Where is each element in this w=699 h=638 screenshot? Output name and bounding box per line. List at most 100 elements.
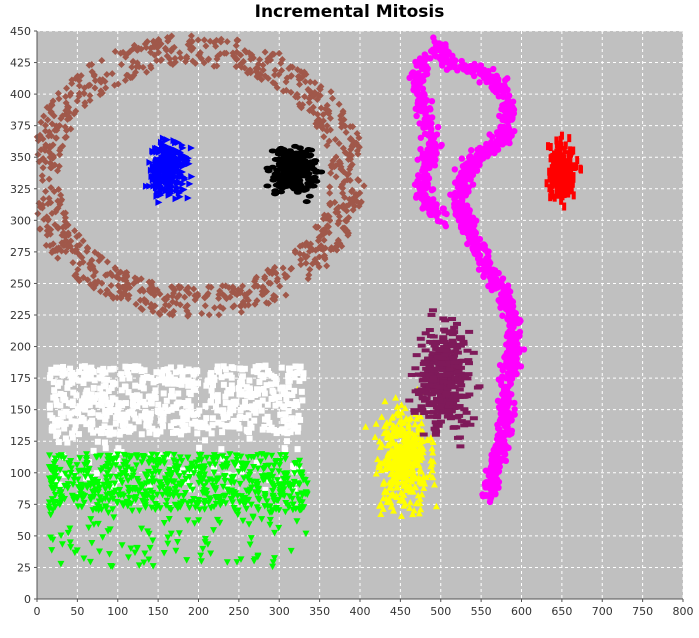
data-point <box>389 451 397 459</box>
data-point <box>176 378 183 385</box>
data-point <box>141 471 149 478</box>
data-point <box>273 277 281 285</box>
chart-title: Incremental Mitosis <box>254 2 445 22</box>
data-point <box>93 453 101 460</box>
data-point <box>410 408 419 413</box>
data-point <box>236 302 244 310</box>
data-point <box>502 361 509 368</box>
data-point <box>497 419 504 426</box>
data-point <box>415 509 423 517</box>
data-point <box>275 468 283 475</box>
data-point <box>134 395 141 402</box>
data-point <box>63 84 71 92</box>
data-point <box>310 109 318 117</box>
data-point <box>172 154 180 162</box>
data-point <box>417 405 426 410</box>
data-point <box>174 429 181 436</box>
data-point <box>287 72 295 80</box>
data-point <box>464 230 471 237</box>
data-point <box>175 473 183 480</box>
data-point <box>439 335 448 340</box>
data-point <box>273 430 280 437</box>
data-point <box>131 549 139 557</box>
data-point <box>501 107 508 114</box>
data-point <box>148 400 155 407</box>
data-point <box>323 122 331 130</box>
data-point <box>458 64 465 71</box>
data-point <box>146 182 154 190</box>
data-point <box>259 283 267 291</box>
data-point <box>143 68 151 76</box>
data-point <box>235 468 243 476</box>
data-point <box>414 392 423 397</box>
data-point <box>53 365 60 372</box>
data-point <box>121 76 129 84</box>
data-point <box>137 45 145 53</box>
data-point <box>213 516 221 524</box>
data-point <box>499 438 506 445</box>
data-point <box>66 525 74 533</box>
data-point <box>183 302 191 310</box>
data-point <box>448 316 457 321</box>
data-point <box>88 540 96 547</box>
data-point <box>114 451 122 458</box>
data-point <box>75 410 82 417</box>
data-point <box>480 241 487 248</box>
data-point <box>236 425 243 432</box>
data-point <box>187 46 195 54</box>
data-point <box>56 379 63 386</box>
data-point <box>452 425 461 430</box>
data-point <box>202 487 210 495</box>
data-point <box>167 374 174 381</box>
data-point <box>163 156 171 164</box>
data-point <box>387 498 395 506</box>
data-point <box>435 405 444 410</box>
data-point <box>202 42 210 50</box>
data-point <box>153 491 161 499</box>
data-point <box>172 195 180 203</box>
data-point <box>74 476 82 484</box>
data-point <box>339 107 347 115</box>
data-point <box>520 346 528 353</box>
data-point <box>102 410 109 417</box>
data-point <box>61 217 69 225</box>
data-point <box>39 195 47 203</box>
data-point <box>91 248 99 256</box>
data-point <box>157 428 164 435</box>
data-point <box>374 455 382 463</box>
data-point <box>172 547 180 555</box>
data-point <box>292 363 299 370</box>
data-point <box>97 385 104 392</box>
data-point <box>287 429 294 436</box>
data-point <box>65 112 73 120</box>
data-point <box>138 525 146 533</box>
data-point <box>64 485 72 492</box>
data-point <box>110 514 118 521</box>
data-point <box>420 390 429 395</box>
data-point <box>122 427 129 434</box>
data-point <box>341 122 349 130</box>
data-point <box>412 483 420 491</box>
data-point <box>406 498 414 506</box>
data-point <box>218 446 225 453</box>
data-point <box>137 366 144 373</box>
data-point <box>320 211 328 219</box>
data-point <box>185 289 193 297</box>
data-point <box>229 499 237 506</box>
data-point <box>163 295 171 303</box>
data-point <box>266 503 274 510</box>
data-point <box>387 502 395 510</box>
data-point <box>246 469 254 476</box>
data-point <box>494 450 501 458</box>
data-point <box>508 329 516 336</box>
data-point <box>261 275 269 283</box>
data-point <box>445 57 452 65</box>
data-point <box>317 82 325 90</box>
data-point <box>399 482 407 489</box>
data-point <box>181 175 189 183</box>
data-point <box>406 488 414 495</box>
data-point <box>428 98 436 105</box>
data-point <box>323 101 331 109</box>
data-point <box>102 369 109 376</box>
data-point <box>384 433 392 440</box>
